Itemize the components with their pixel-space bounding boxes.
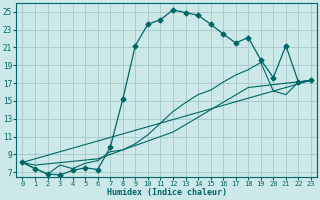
X-axis label: Humidex (Indice chaleur): Humidex (Indice chaleur) <box>107 188 227 197</box>
